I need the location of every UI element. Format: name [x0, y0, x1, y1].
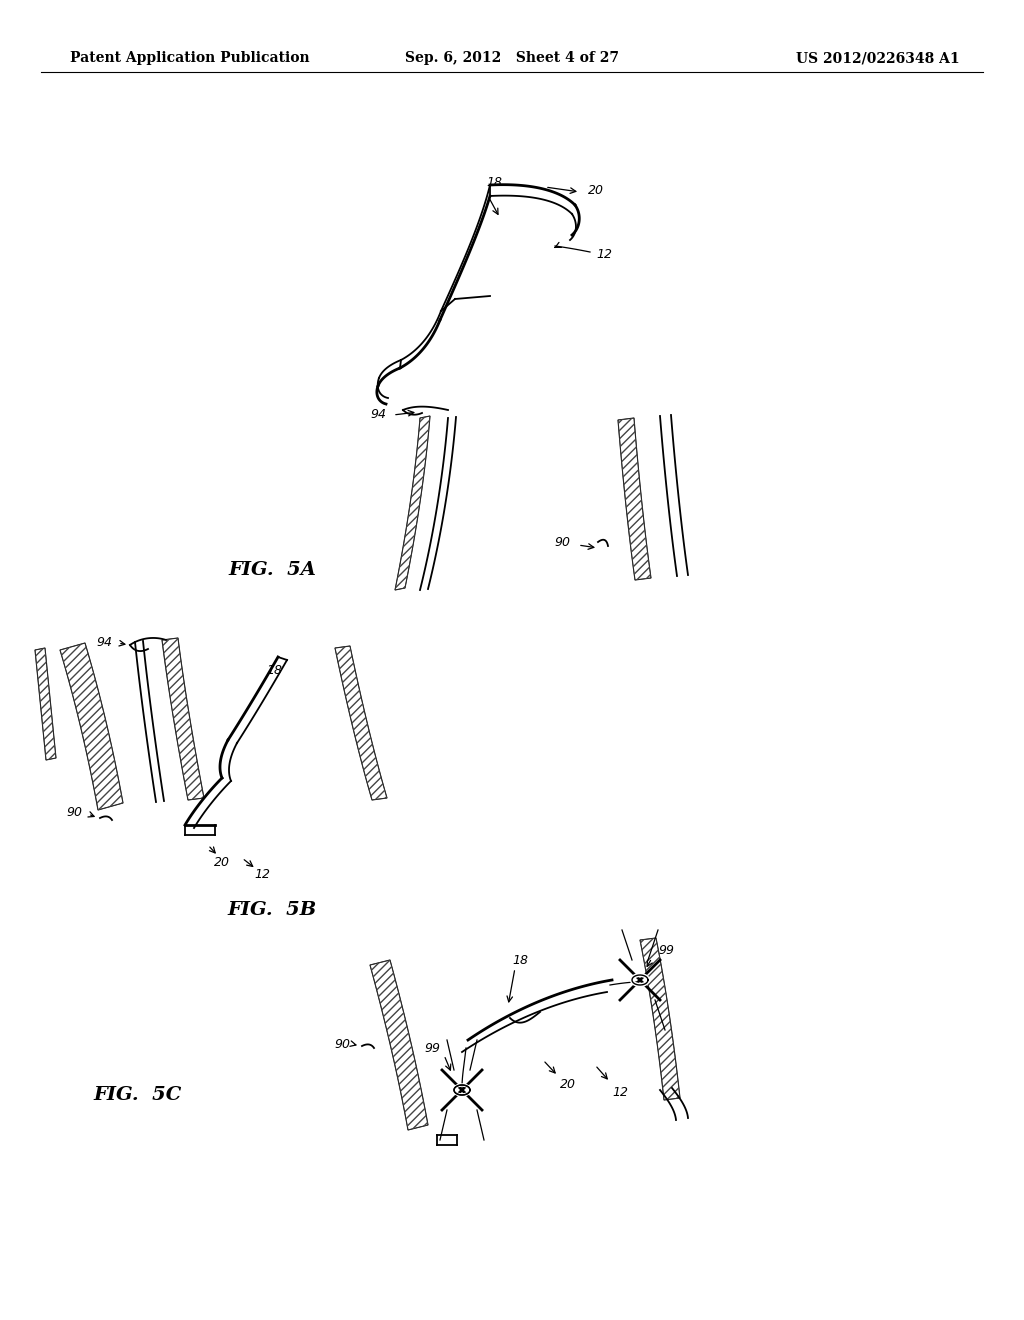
Text: 99: 99: [658, 944, 674, 957]
Text: 20: 20: [560, 1078, 575, 1092]
Text: FIG.  5A: FIG. 5A: [228, 561, 316, 579]
Polygon shape: [618, 418, 651, 579]
Text: 18: 18: [512, 953, 528, 966]
Text: 18: 18: [266, 664, 282, 676]
Text: 18: 18: [486, 176, 502, 189]
Text: 94: 94: [96, 635, 112, 648]
Text: 12: 12: [254, 869, 270, 882]
Text: 94: 94: [370, 408, 386, 421]
Text: FIG.  5C: FIG. 5C: [94, 1086, 182, 1104]
Polygon shape: [60, 643, 123, 810]
Polygon shape: [370, 960, 428, 1130]
Text: 12: 12: [596, 248, 612, 260]
Polygon shape: [335, 645, 387, 800]
Text: 99: 99: [424, 1041, 440, 1055]
Text: 20: 20: [588, 183, 604, 197]
Text: 20: 20: [214, 855, 230, 869]
Text: 90: 90: [334, 1039, 350, 1052]
Text: 12: 12: [612, 1085, 628, 1098]
Text: US 2012/0226348 A1: US 2012/0226348 A1: [797, 51, 961, 65]
Polygon shape: [395, 416, 430, 590]
Text: 90: 90: [554, 536, 570, 549]
Text: Sep. 6, 2012   Sheet 4 of 27: Sep. 6, 2012 Sheet 4 of 27: [406, 51, 618, 65]
Text: FIG.  5B: FIG. 5B: [227, 902, 316, 919]
Polygon shape: [162, 638, 204, 800]
Polygon shape: [35, 648, 56, 760]
Text: 90: 90: [66, 805, 82, 818]
Text: Patent Application Publication: Patent Application Publication: [70, 51, 309, 65]
Polygon shape: [640, 939, 680, 1100]
